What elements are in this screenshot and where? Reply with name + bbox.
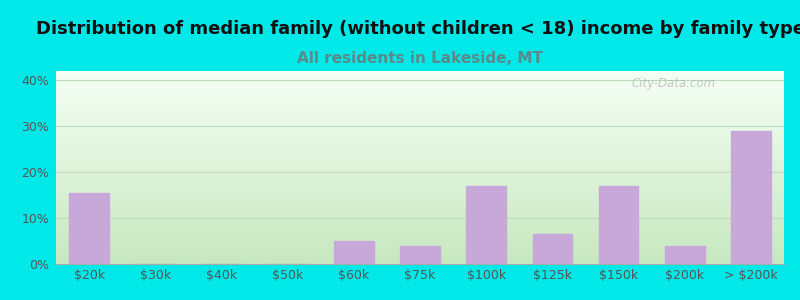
Bar (334, 241, 374, 264)
Bar (70, 193, 109, 264)
Bar (466, 186, 506, 264)
Bar (665, 246, 705, 264)
Text: All residents in Lakeside, MT: All residents in Lakeside, MT (297, 51, 543, 66)
Bar (598, 186, 638, 264)
Text: Distribution of median family (without children < 18) income by family type: Distribution of median family (without c… (35, 20, 800, 38)
Bar (400, 246, 440, 264)
Bar (533, 234, 572, 264)
Text: City-Data.com: City-Data.com (631, 77, 715, 90)
Bar (731, 131, 770, 264)
